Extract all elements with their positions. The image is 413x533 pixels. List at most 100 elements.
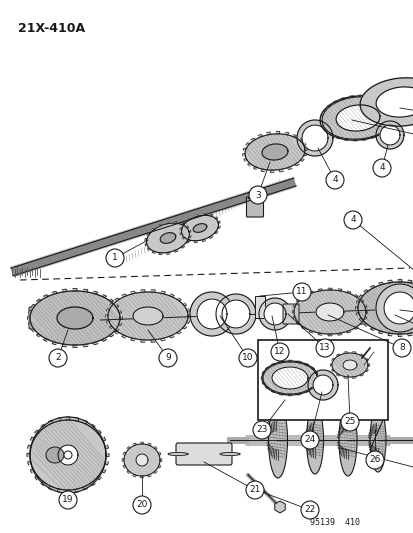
Polygon shape bbox=[287, 394, 291, 396]
Polygon shape bbox=[75, 489, 78, 492]
Text: 3: 3 bbox=[254, 190, 260, 199]
Polygon shape bbox=[83, 486, 87, 490]
Polygon shape bbox=[209, 214, 212, 216]
Ellipse shape bbox=[306, 406, 323, 474]
Polygon shape bbox=[197, 299, 226, 329]
Polygon shape bbox=[101, 437, 105, 441]
Polygon shape bbox=[261, 382, 264, 384]
Polygon shape bbox=[370, 328, 375, 330]
Polygon shape bbox=[310, 367, 314, 369]
Polygon shape bbox=[169, 335, 174, 338]
Polygon shape bbox=[217, 221, 220, 223]
Polygon shape bbox=[83, 289, 88, 292]
Polygon shape bbox=[30, 420, 106, 490]
Ellipse shape bbox=[338, 404, 356, 476]
Text: 95139  410: 95139 410 bbox=[309, 518, 359, 527]
Polygon shape bbox=[186, 321, 189, 323]
Circle shape bbox=[133, 496, 151, 514]
Polygon shape bbox=[217, 226, 220, 228]
Polygon shape bbox=[188, 236, 191, 238]
Polygon shape bbox=[27, 454, 30, 457]
Polygon shape bbox=[30, 417, 106, 493]
Ellipse shape bbox=[46, 447, 64, 463]
Polygon shape bbox=[299, 158, 304, 161]
Polygon shape bbox=[393, 114, 395, 116]
Polygon shape bbox=[57, 489, 61, 492]
Polygon shape bbox=[242, 148, 246, 150]
Polygon shape bbox=[331, 358, 334, 361]
Polygon shape bbox=[187, 217, 190, 220]
Polygon shape bbox=[185, 240, 189, 243]
Polygon shape bbox=[344, 139, 348, 141]
Polygon shape bbox=[322, 110, 325, 112]
Polygon shape bbox=[43, 295, 48, 297]
Polygon shape bbox=[185, 226, 188, 228]
Polygon shape bbox=[118, 311, 121, 313]
Circle shape bbox=[365, 451, 383, 469]
Polygon shape bbox=[343, 352, 347, 353]
Polygon shape bbox=[147, 248, 150, 251]
Polygon shape bbox=[343, 376, 347, 378]
Polygon shape bbox=[250, 138, 255, 141]
Polygon shape bbox=[123, 465, 126, 468]
Polygon shape bbox=[182, 326, 186, 329]
Polygon shape bbox=[270, 170, 273, 173]
Polygon shape bbox=[182, 303, 186, 306]
Polygon shape bbox=[312, 375, 332, 395]
Polygon shape bbox=[387, 333, 392, 336]
Polygon shape bbox=[182, 222, 185, 225]
Polygon shape bbox=[261, 361, 317, 395]
Polygon shape bbox=[194, 214, 197, 217]
Polygon shape bbox=[216, 294, 255, 334]
Polygon shape bbox=[106, 454, 109, 457]
Polygon shape bbox=[66, 490, 69, 493]
Polygon shape bbox=[153, 471, 157, 473]
Bar bbox=[254, 296, 264, 318]
Polygon shape bbox=[101, 295, 106, 297]
Ellipse shape bbox=[268, 402, 287, 478]
Text: 21: 21 bbox=[249, 486, 260, 495]
Polygon shape bbox=[307, 370, 337, 400]
Polygon shape bbox=[62, 289, 67, 292]
Polygon shape bbox=[304, 148, 306, 150]
Polygon shape bbox=[278, 393, 282, 395]
Polygon shape bbox=[202, 239, 205, 241]
Polygon shape bbox=[375, 121, 403, 149]
Polygon shape bbox=[261, 144, 287, 160]
Polygon shape bbox=[120, 317, 122, 319]
Polygon shape bbox=[378, 331, 382, 334]
Polygon shape bbox=[160, 233, 176, 244]
Polygon shape bbox=[168, 453, 188, 456]
Polygon shape bbox=[359, 300, 363, 302]
Polygon shape bbox=[287, 167, 291, 169]
Polygon shape bbox=[93, 342, 97, 345]
Polygon shape bbox=[202, 214, 205, 215]
Polygon shape bbox=[397, 280, 401, 282]
Text: 11: 11 bbox=[296, 287, 307, 296]
Polygon shape bbox=[193, 224, 206, 232]
Polygon shape bbox=[173, 222, 177, 223]
Polygon shape bbox=[304, 390, 308, 393]
Polygon shape bbox=[180, 233, 182, 235]
Polygon shape bbox=[150, 290, 155, 292]
Circle shape bbox=[59, 491, 77, 509]
Circle shape bbox=[372, 159, 390, 177]
Polygon shape bbox=[309, 291, 313, 294]
Polygon shape bbox=[41, 424, 45, 429]
Polygon shape bbox=[109, 334, 113, 337]
Polygon shape bbox=[146, 223, 189, 253]
Polygon shape bbox=[356, 301, 358, 303]
Polygon shape bbox=[243, 159, 247, 161]
Polygon shape bbox=[314, 372, 317, 374]
Polygon shape bbox=[292, 311, 293, 313]
Polygon shape bbox=[275, 132, 279, 134]
Polygon shape bbox=[194, 240, 197, 243]
Polygon shape bbox=[160, 291, 165, 294]
Circle shape bbox=[159, 349, 177, 367]
Polygon shape bbox=[190, 292, 233, 336]
Polygon shape bbox=[28, 311, 31, 313]
Polygon shape bbox=[30, 437, 34, 441]
Polygon shape bbox=[367, 364, 368, 366]
Polygon shape bbox=[140, 442, 143, 444]
Polygon shape bbox=[105, 315, 108, 317]
